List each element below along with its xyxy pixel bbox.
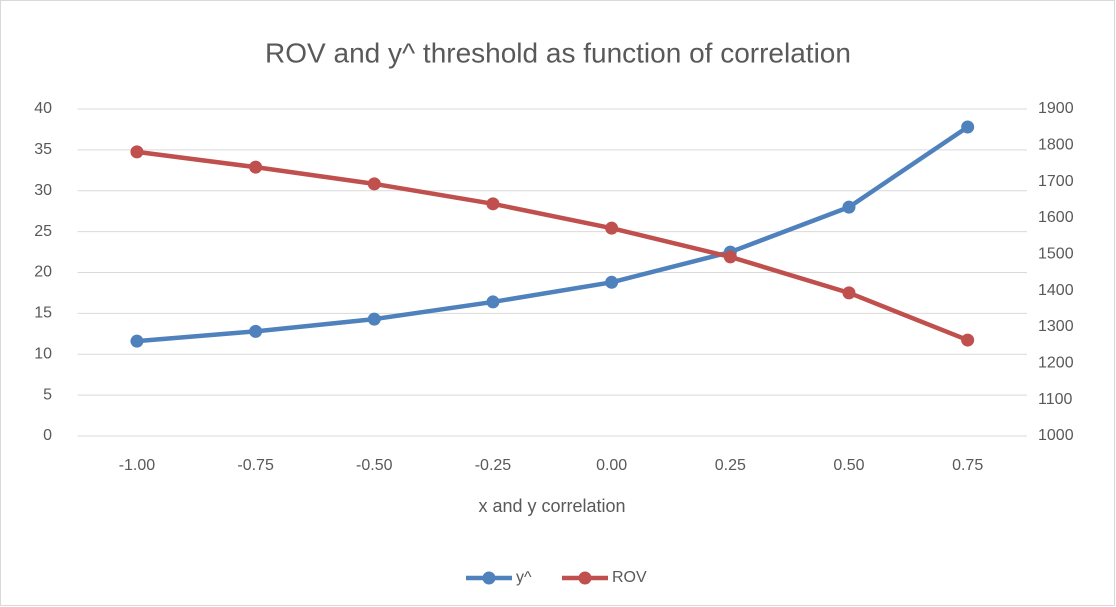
y2-tick-label: 1900 bbox=[1038, 100, 1074, 117]
x-tick-label: -0.75 bbox=[237, 457, 274, 474]
x-tick-label: 0.75 bbox=[952, 457, 983, 474]
point bbox=[249, 160, 263, 174]
point bbox=[605, 275, 619, 289]
y2-tick-label: 1400 bbox=[1038, 282, 1074, 299]
y2-tick-label: 1500 bbox=[1038, 246, 1074, 263]
y2-tick-label: 1100 bbox=[1038, 391, 1073, 408]
series-line bbox=[136, 125, 969, 344]
y2-tick-label: 1600 bbox=[1038, 209, 1074, 226]
y-tick-label: 20 bbox=[34, 264, 52, 281]
point bbox=[367, 312, 381, 326]
y-tick-label: 30 bbox=[34, 182, 52, 199]
legend-marker bbox=[578, 571, 592, 585]
y-tick-label: 15 bbox=[34, 305, 52, 322]
x-tick-label: -0.25 bbox=[475, 457, 512, 474]
legend-marker bbox=[482, 571, 496, 585]
point bbox=[723, 250, 737, 264]
y2-tick-label: 1700 bbox=[1038, 173, 1074, 190]
x-tick-label: -1.00 bbox=[119, 457, 156, 474]
y-tick-label: 10 bbox=[34, 345, 52, 362]
y2-tick-label: 1300 bbox=[1038, 318, 1074, 335]
point bbox=[249, 324, 263, 338]
x-tick-label: 0.50 bbox=[833, 457, 864, 474]
point bbox=[842, 286, 856, 300]
x-tick-label: -0.50 bbox=[356, 457, 393, 474]
point bbox=[367, 177, 381, 191]
y2-tick-label: 1800 bbox=[1038, 137, 1074, 154]
series-line bbox=[136, 149, 969, 343]
y2-tick-label: 1200 bbox=[1038, 355, 1074, 372]
x-axis-title: x and y correlation bbox=[478, 496, 625, 516]
point bbox=[605, 221, 619, 235]
point bbox=[961, 120, 975, 134]
y-tick-label: 0 bbox=[43, 427, 52, 444]
y-tick-label: 5 bbox=[43, 386, 52, 403]
legend-label: y^ bbox=[516, 569, 532, 586]
point bbox=[961, 333, 975, 347]
chart-title: ROV and y^ threshold as function of corr… bbox=[265, 37, 851, 68]
legend-label: ROV bbox=[612, 569, 647, 586]
point bbox=[486, 197, 500, 211]
x-tick-label: 0.00 bbox=[596, 457, 627, 474]
y-tick-label: 40 bbox=[34, 100, 52, 117]
point bbox=[130, 145, 144, 159]
y2-tick-label: 1000 bbox=[1038, 427, 1074, 444]
y-tick-label: 25 bbox=[34, 223, 52, 240]
point bbox=[486, 295, 500, 309]
y-tick-label: 35 bbox=[34, 141, 52, 158]
x-tick-label: 0.25 bbox=[715, 457, 746, 474]
point bbox=[842, 200, 856, 214]
point bbox=[130, 334, 144, 348]
